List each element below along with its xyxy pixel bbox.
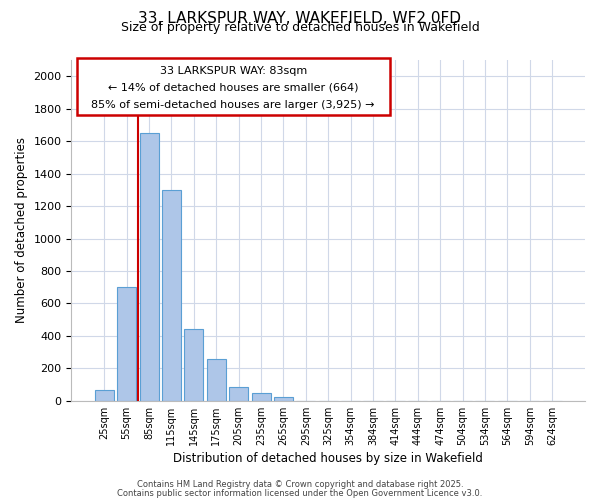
- Text: 33 LARKSPUR WAY: 83sqm: 33 LARKSPUR WAY: 83sqm: [160, 66, 307, 76]
- Bar: [229, 387, 248, 401]
- Bar: [162, 190, 181, 401]
- X-axis label: Distribution of detached houses by size in Wakefield: Distribution of detached houses by size …: [173, 452, 483, 465]
- Bar: [117, 287, 136, 401]
- Text: ← 14% of detached houses are smaller (664): ← 14% of detached houses are smaller (66…: [108, 83, 358, 93]
- Text: Size of property relative to detached houses in Wakefield: Size of property relative to detached ho…: [121, 22, 479, 35]
- Bar: [95, 390, 114, 401]
- Y-axis label: Number of detached properties: Number of detached properties: [15, 138, 28, 324]
- Bar: [251, 392, 271, 401]
- Text: Contains HM Land Registry data © Crown copyright and database right 2025.: Contains HM Land Registry data © Crown c…: [137, 480, 463, 489]
- Bar: [140, 133, 158, 401]
- Bar: [207, 360, 226, 401]
- Bar: [184, 330, 203, 401]
- Text: 33, LARKSPUR WAY, WAKEFIELD, WF2 0FD: 33, LARKSPUR WAY, WAKEFIELD, WF2 0FD: [139, 11, 461, 26]
- Text: 85% of semi-detached houses are larger (3,925) →: 85% of semi-detached houses are larger (…: [91, 100, 375, 110]
- Bar: [274, 397, 293, 401]
- Text: Contains public sector information licensed under the Open Government Licence v3: Contains public sector information licen…: [118, 489, 482, 498]
